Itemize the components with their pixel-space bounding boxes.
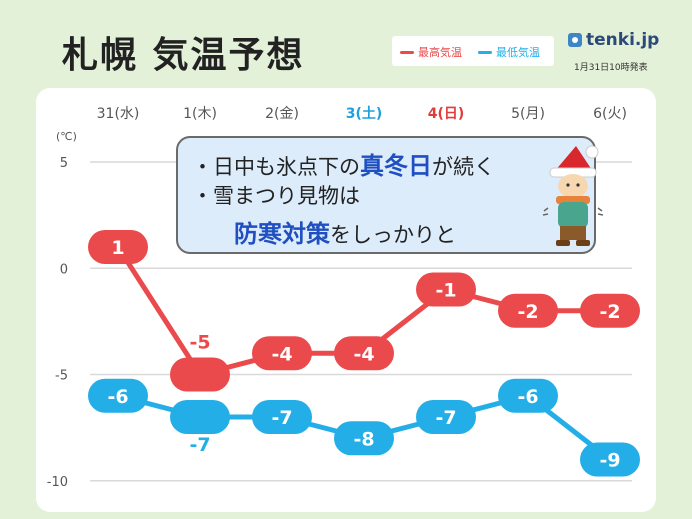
page-title: 札幌 気温予想: [62, 35, 305, 76]
callout-text-1a: ・日中も氷点下の: [192, 155, 360, 179]
high-temp-label: 1: [111, 237, 124, 259]
x-tick-label: 1(木): [183, 106, 217, 122]
legend-high-swatch: [400, 50, 414, 54]
tenki-logo-icon: [568, 33, 582, 47]
x-tick-label: 31(水): [97, 106, 140, 122]
legend-high-label: 最高気温: [418, 46, 462, 59]
chart-legend: 最高気温 最低気温: [392, 36, 554, 66]
callout-text-3: をしっかりと: [330, 223, 456, 247]
y-tick-label: -10: [47, 475, 68, 490]
low-temp-label: -6: [107, 386, 128, 408]
forecast-callout: ・日中も氷点下の真冬日が続く ・雪まつり見物は 防寒対策をしっかりと: [176, 136, 596, 254]
low-temp-point: [252, 400, 312, 434]
x-tick-label: 2(金): [265, 106, 299, 122]
y-tick-label: 5: [60, 156, 68, 171]
low-temp-label: -7: [435, 407, 456, 429]
callout-highlight-1: 真冬日: [360, 152, 432, 180]
legend-high: 最高気温: [400, 44, 462, 60]
low-temp-label: -7: [271, 407, 292, 429]
x-tick-label: 4(日): [428, 106, 465, 122]
high-temp-point: [416, 272, 476, 307]
y-tick-label: 0: [60, 262, 68, 277]
callout-line-1: ・日中も氷点下の真冬日が続く: [192, 146, 495, 181]
low-temp-label: -7: [189, 434, 210, 456]
high-temp-point: [170, 357, 230, 392]
x-tick-label: 5(月): [511, 106, 545, 122]
callout-line-2: ・雪まつり見物は: [192, 184, 360, 208]
high-temp-point: [498, 293, 558, 328]
low-temp-label: -8: [353, 428, 374, 450]
callout-line-3: 防寒対策をしっかりと: [234, 214, 456, 249]
x-tick-label: 6(火): [593, 106, 627, 122]
high-temp-label: -4: [353, 343, 374, 365]
cold-person-illustration: [542, 145, 604, 246]
y-axis-unit: (℃): [56, 130, 77, 143]
high-temp-point: [252, 336, 312, 371]
low-temp-label: -6: [517, 386, 538, 408]
x-tick-label: 3(土): [346, 105, 383, 122]
low-temp-point: [170, 400, 230, 434]
callout-text-1b: が続く: [432, 155, 495, 179]
high-temp-label: -2: [517, 301, 538, 323]
brand-name: tenki.jp: [586, 30, 660, 50]
legend-low: 最低気温: [478, 44, 540, 60]
low-temp-label: -9: [599, 450, 620, 472]
callout-highlight-3: 防寒対策: [234, 220, 330, 248]
published-time: 1月31日10時発表: [574, 63, 648, 73]
legend-low-swatch: [478, 50, 492, 54]
high-temp-label: -2: [599, 301, 620, 323]
high-temp-label: -4: [271, 343, 292, 365]
high-temp-point: [334, 336, 394, 371]
high-temp-label: -1: [435, 280, 456, 302]
low-temp-point: [416, 400, 476, 434]
high-temp-point: [580, 293, 640, 328]
low-temp-point: [88, 378, 148, 413]
low-temp-point: [334, 421, 394, 456]
y-tick-label: -5: [55, 369, 68, 384]
high-temp-label: -5: [189, 332, 210, 354]
legend-low-label: 最低気温: [496, 46, 540, 59]
high-temp-point: [88, 230, 148, 264]
low-temp-point: [580, 442, 640, 477]
low-temp-point: [498, 378, 558, 413]
brand-logo: tenki.jp: [568, 30, 659, 50]
